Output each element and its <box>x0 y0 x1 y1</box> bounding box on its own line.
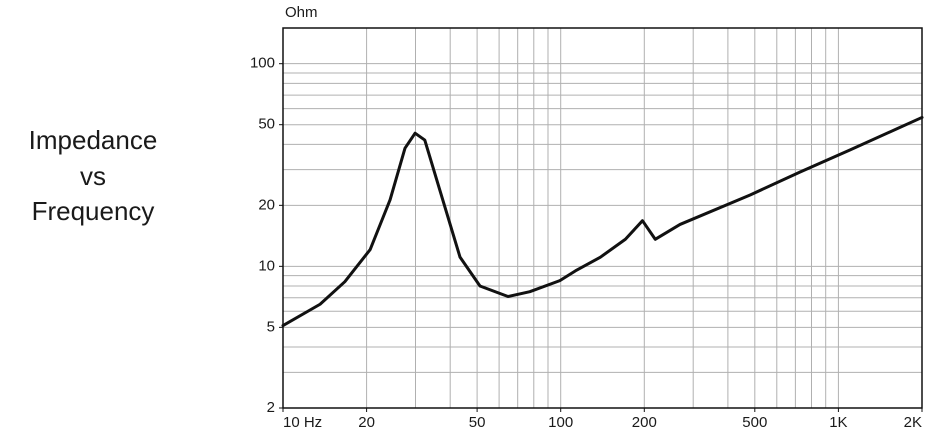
x-tick-label: 2K <box>904 414 922 431</box>
y-tick-label: 2 <box>267 399 275 416</box>
chart-title: vs <box>80 161 106 191</box>
y-tick-label: 5 <box>267 318 275 335</box>
y-tick-label: 50 <box>258 116 275 133</box>
chart-title: Impedance <box>29 125 158 155</box>
y-tick-label: 20 <box>258 196 275 213</box>
x-tick-label: 500 <box>742 414 767 431</box>
x-tick-label: 10 Hz <box>283 414 322 431</box>
chart-title: Frequency <box>32 196 155 226</box>
x-tick-label: 20 <box>358 414 375 431</box>
y-tick-label: 10 <box>258 257 275 274</box>
y-axis-label: Ohm <box>285 4 318 21</box>
x-tick-label: 100 <box>548 414 573 431</box>
plot-frame <box>282 27 923 409</box>
x-tick-label: 200 <box>632 414 657 431</box>
y-tick-label: 100 <box>250 55 275 72</box>
x-tick-label: 50 <box>469 414 486 431</box>
x-tick-label: 1K <box>829 414 847 431</box>
impedance-curve <box>281 115 924 328</box>
